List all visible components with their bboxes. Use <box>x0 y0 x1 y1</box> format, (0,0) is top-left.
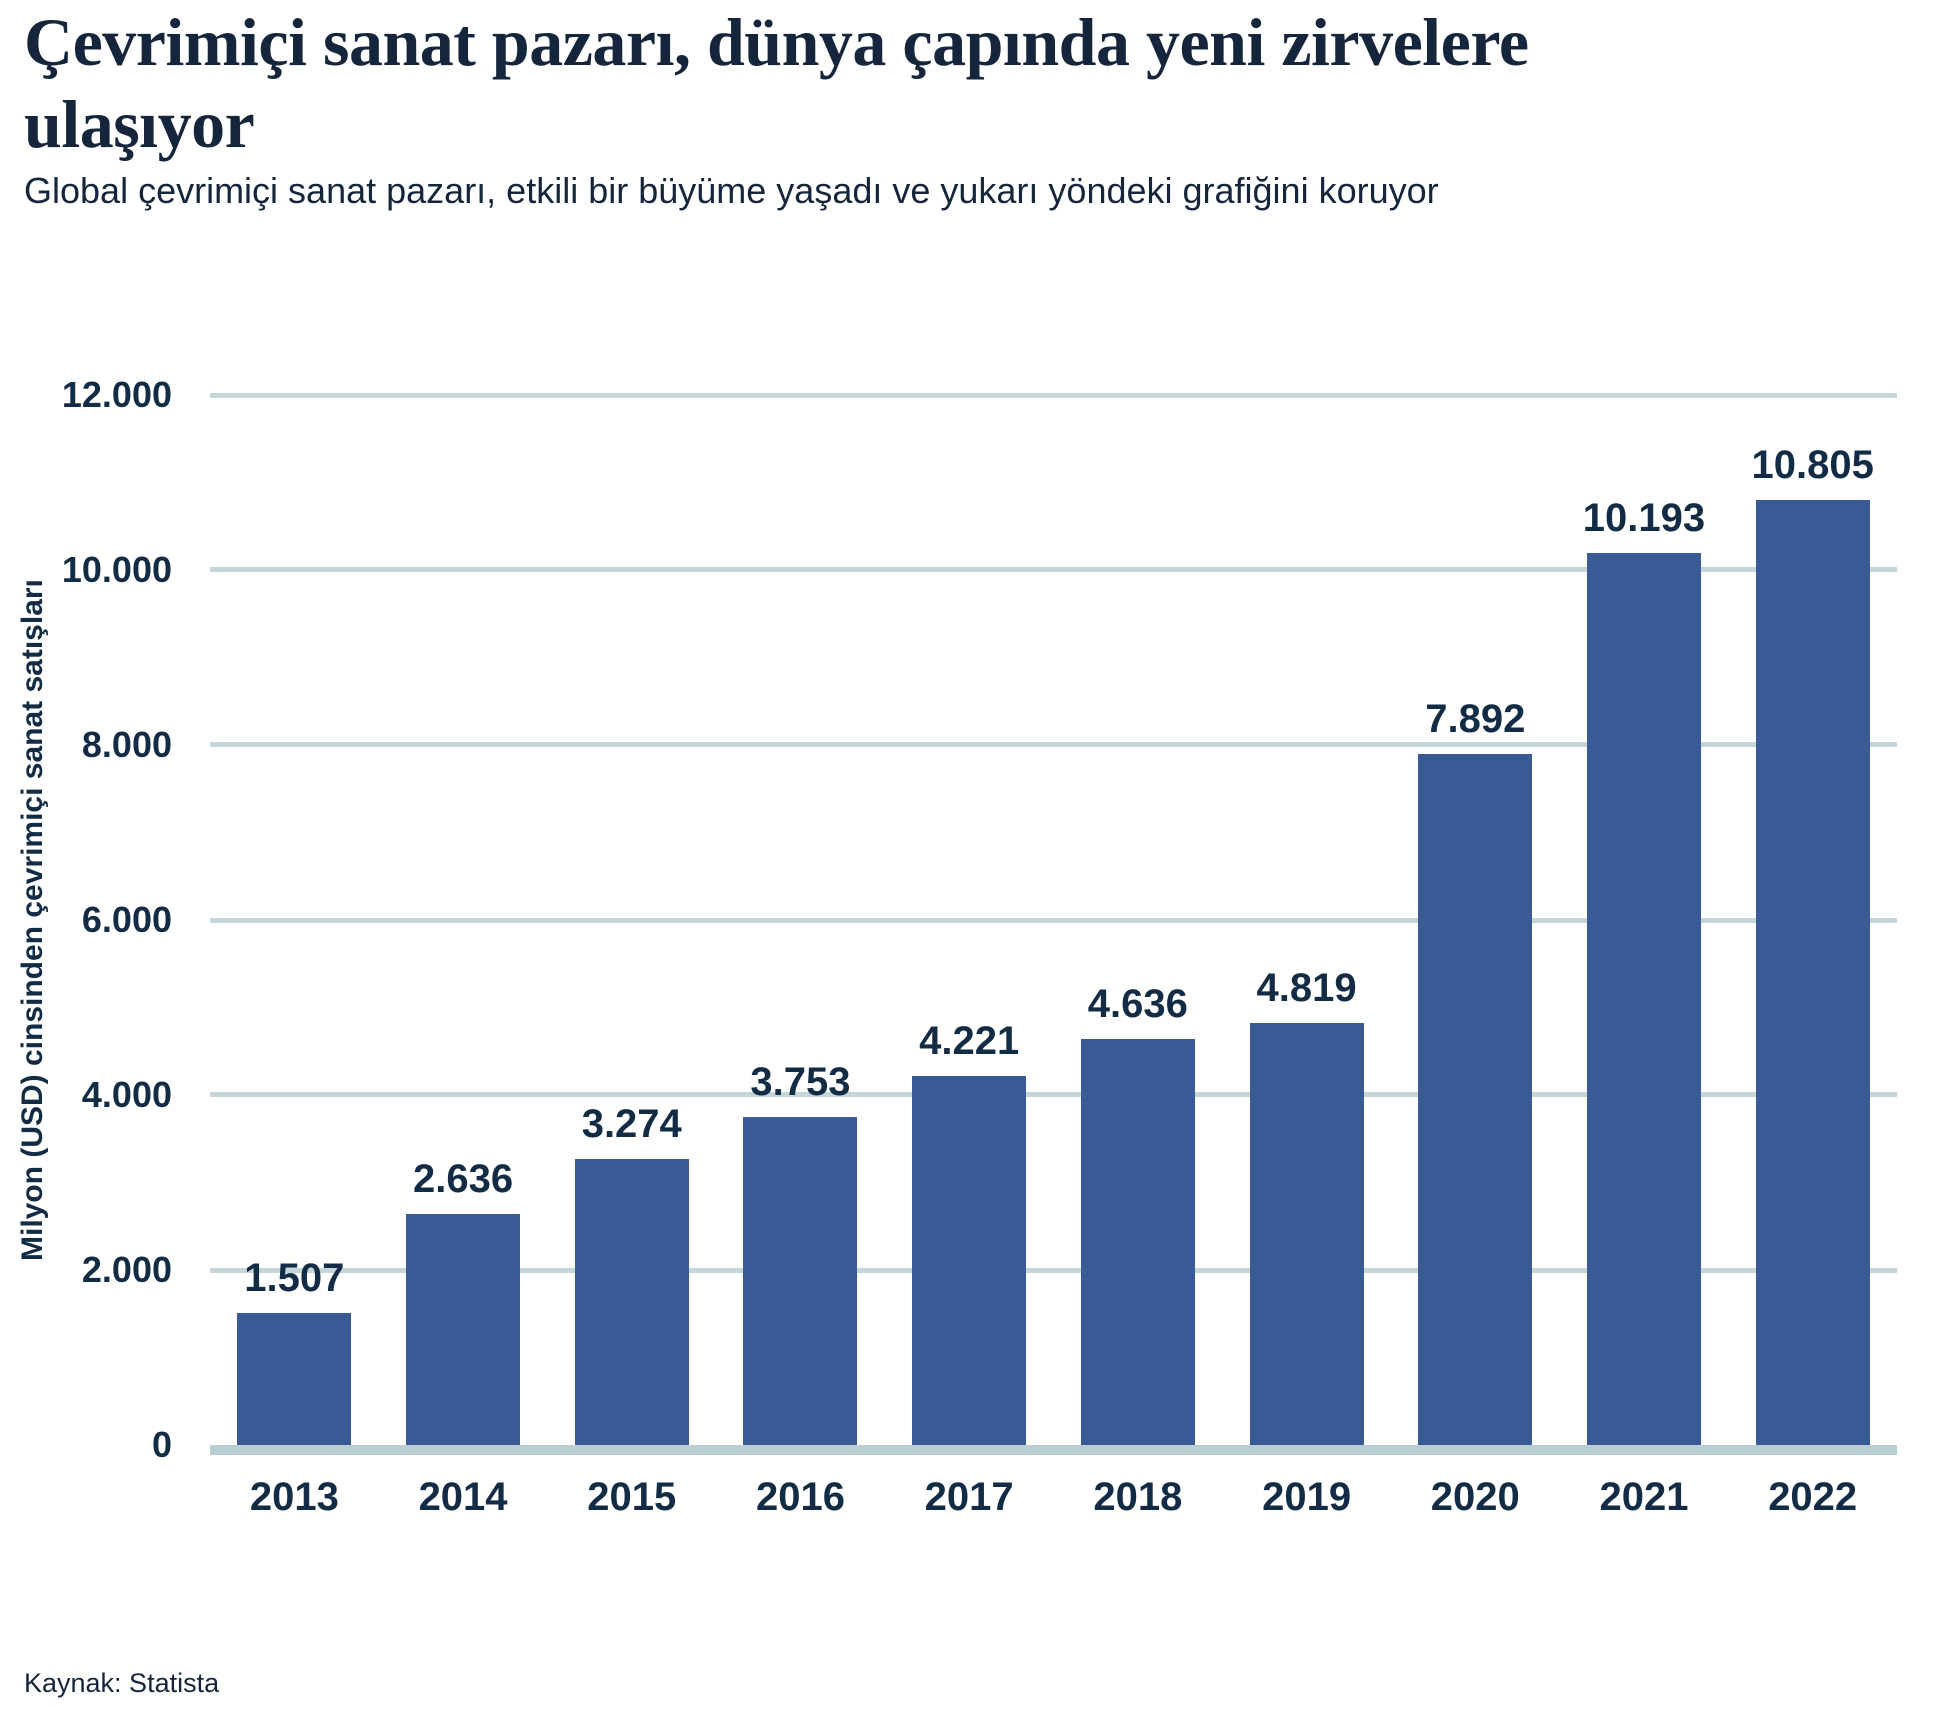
bar-slot-2019: 4.819 <box>1222 395 1391 1445</box>
bar-2018: 4.636 <box>1080 982 1195 1445</box>
y-tick-label-12.000: 12.000 <box>61 374 172 415</box>
bar-2020: 7.892 <box>1418 697 1533 1445</box>
gridlines-layer: 0 2.000 4.000 6.000 8.000 10.000 12.000 <box>62 374 1897 1465</box>
bar-slot-2018: 4.636 <box>1054 395 1223 1445</box>
gridline-8.000 <box>210 742 1897 748</box>
x-axis-labels: 2013 2014 2015 2016 2017 2018 2019 2020 2021 2022 <box>210 1475 1897 1520</box>
x-axis-label-2020: 2020 <box>1430 1475 1520 1519</box>
y-tick-label-8.000: 8.000 <box>81 724 172 765</box>
bar-2021: 10.193 <box>1583 496 1705 1445</box>
x-axis-label-2018: 2018 <box>1093 1475 1183 1519</box>
gridline-4.000 <box>210 1092 1897 1098</box>
bar-slot-2015: 3.274 <box>547 395 716 1445</box>
y-tick-label-2.000: 2.000 <box>81 1249 172 1290</box>
y-tick-label-0: 0 <box>151 1424 172 1465</box>
bar-2017: 4.221 <box>912 1019 1027 1445</box>
bar-value-2022: 10.805 <box>1751 442 1874 487</box>
gridline-10.000 <box>210 567 1897 573</box>
bar-value-2013: 1.507 <box>244 1256 345 1301</box>
x-axis-label-2022: 2022 <box>1768 1475 1858 1519</box>
y-tick-label-4.000: 4.000 <box>81 1074 172 1115</box>
x-axis-label-2014: 2014 <box>418 1475 508 1519</box>
bar-2015: 3.274 <box>574 1102 689 1445</box>
bar-2014: 2.636 <box>406 1157 521 1445</box>
page-subtitle: Global çevrimiçi sanat pazarı, etkili bi… <box>24 170 1439 211</box>
bar-value-2015: 3.274 <box>581 1101 682 1146</box>
bar-value-2019: 4.819 <box>1256 966 1357 1011</box>
x-axis-label-2015: 2015 <box>587 1475 677 1519</box>
x-axis-label-2019: 2019 <box>1262 1475 1352 1519</box>
bar-value-2017: 4.221 <box>919 1018 1020 1063</box>
bar-slot-2017: 4.221 <box>885 395 1054 1445</box>
y-tick-label-6.000: 6.000 <box>81 899 172 940</box>
bar-slot-2022: 10.805 <box>1728 395 1897 1445</box>
x-axis-label-2021: 2021 <box>1599 1475 1689 1519</box>
x-axis-label-2013: 2013 <box>249 1475 339 1519</box>
y-axis-title: Milyon (USD) cinsinden çevrimiçi sanat s… <box>16 579 49 1261</box>
gridline-2.000 <box>210 1267 1897 1273</box>
bar-chart: 0 2.000 4.000 6.000 8.000 10.000 12.000 1.507 2… <box>62 374 1897 1519</box>
page-title: Çevrimiçi sanat pazarı, dünya çapında ye… <box>24 2 1884 165</box>
bar-2013: 1.507 <box>237 1256 352 1445</box>
y-tick-label-10.000: 10.000 <box>61 549 172 590</box>
bar-2022: 10.805 <box>1752 443 1874 1445</box>
bar-value-2020: 7.892 <box>1425 697 1526 742</box>
bar-slot-2014: 2.636 <box>379 395 548 1445</box>
bars-layer: 1.507 2.636 3.274 3.753 4.221 4.636 4.819 7.892… <box>210 395 1897 1445</box>
bar-value-2014: 2.636 <box>412 1157 514 1202</box>
x-axis-baseline <box>210 1445 1897 1455</box>
bar-slot-2021: 10.193 <box>1560 395 1729 1445</box>
source-attribution: Kaynak: Statista <box>24 1668 220 1698</box>
page-title-line-1: Çevrimiçi sanat pazarı, dünya çapında ye… <box>24 4 1529 80</box>
x-axis-label-2016: 2016 <box>755 1475 845 1519</box>
bar-value-2018: 4.636 <box>1087 982 1188 1027</box>
bar-slot-2013: 1.507 <box>210 395 379 1445</box>
bar-value-2016: 3.753 <box>750 1059 851 1104</box>
page-title-line-2: ulaşıyor <box>24 85 255 162</box>
bar-slot-2020: 7.892 <box>1391 395 1560 1445</box>
bar-slot-2016: 3.753 <box>716 395 885 1445</box>
x-axis-label-2017: 2017 <box>924 1475 1014 1519</box>
bar-value-2021: 10.193 <box>1582 496 1706 541</box>
bar-2016: 3.753 <box>743 1060 858 1445</box>
gridline-6.000 <box>210 917 1897 923</box>
bar-2019: 4.819 <box>1249 966 1364 1445</box>
gridline-12.000 <box>210 392 1897 398</box>
